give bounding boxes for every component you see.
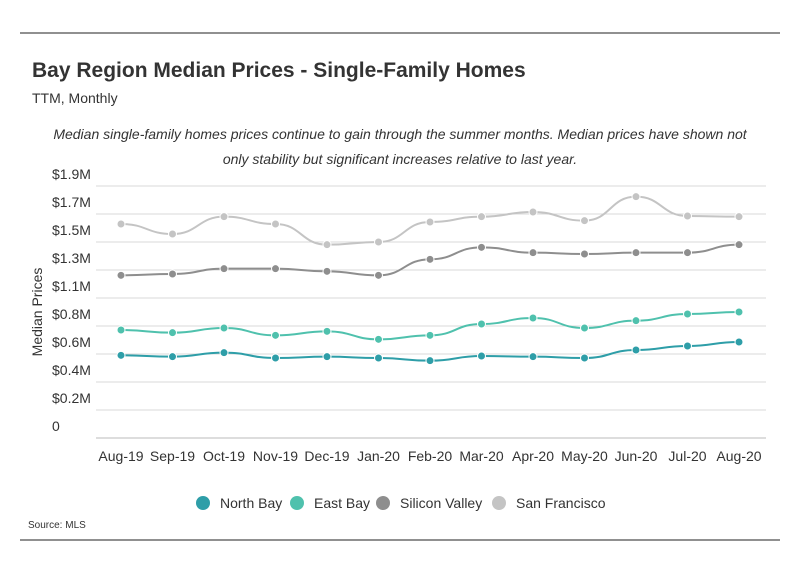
x-tick-label: Aug-19 bbox=[98, 448, 143, 464]
legend-marker bbox=[492, 496, 506, 510]
x-tick-label: Feb-20 bbox=[408, 448, 453, 464]
x-tick-label: Dec-19 bbox=[304, 448, 349, 464]
data-point bbox=[116, 219, 126, 229]
y-tick-label: 0 bbox=[52, 418, 60, 434]
data-point bbox=[734, 240, 744, 250]
x-tick-label: Aug-20 bbox=[716, 448, 761, 464]
data-point bbox=[116, 270, 126, 280]
y-tick-label: $1.5M bbox=[52, 222, 91, 238]
data-point bbox=[477, 212, 486, 222]
data-point bbox=[683, 248, 692, 258]
data-point bbox=[425, 356, 435, 366]
x-tick-label: Sep-19 bbox=[150, 448, 195, 464]
y-tick-label: $0.2M bbox=[52, 390, 91, 406]
data-point bbox=[219, 348, 229, 358]
x-tick-label: Jul-20 bbox=[668, 448, 706, 464]
data-point bbox=[322, 352, 332, 362]
data-point bbox=[425, 330, 435, 340]
y-tick-label: $0.8M bbox=[52, 306, 91, 322]
chart-title: Bay Region Median Prices - Single-Family… bbox=[32, 59, 526, 82]
data-point bbox=[580, 216, 589, 226]
legend-label: Silicon Valley bbox=[400, 495, 482, 511]
data-point bbox=[528, 207, 538, 217]
data-point bbox=[219, 323, 229, 333]
data-point bbox=[168, 229, 177, 239]
data-point bbox=[219, 264, 229, 274]
data-point bbox=[322, 326, 332, 336]
y-axis-label: Median Prices bbox=[29, 268, 45, 357]
data-point bbox=[374, 353, 383, 363]
data-point bbox=[168, 269, 177, 279]
data-point bbox=[477, 319, 486, 329]
data-point bbox=[528, 248, 538, 258]
data-point bbox=[734, 307, 744, 317]
y-tick-label: $0.6M bbox=[52, 334, 91, 350]
data-point bbox=[322, 266, 332, 276]
data-point bbox=[631, 248, 641, 258]
y-tick-label: $0.4M bbox=[52, 362, 91, 378]
x-tick-label: Nov-19 bbox=[253, 448, 298, 464]
data-point bbox=[271, 264, 280, 274]
data-point bbox=[168, 352, 177, 362]
x-tick-label: Mar-20 bbox=[459, 448, 504, 464]
source: Source: MLS bbox=[28, 520, 86, 531]
legend-label: East Bay bbox=[314, 495, 370, 511]
data-point bbox=[477, 242, 486, 252]
legend-marker bbox=[376, 496, 390, 510]
data-point bbox=[734, 212, 744, 222]
data-point bbox=[271, 353, 280, 363]
data-point bbox=[322, 240, 332, 250]
x-tick-label: Oct-19 bbox=[203, 448, 245, 464]
data-point bbox=[528, 313, 538, 323]
data-point bbox=[374, 237, 383, 247]
data-point bbox=[374, 270, 383, 280]
data-point bbox=[631, 316, 641, 326]
y-tick-label: $1.3M bbox=[52, 250, 91, 266]
data-point bbox=[116, 350, 126, 360]
data-point bbox=[271, 330, 280, 340]
data-point bbox=[683, 309, 692, 319]
data-point bbox=[477, 351, 486, 361]
x-tick-label: Apr-20 bbox=[512, 448, 554, 464]
legend-label: San Francisco bbox=[516, 495, 606, 511]
subtitle: TTM, Monthly bbox=[32, 90, 118, 106]
data-point bbox=[425, 217, 435, 227]
y-tick-label: $1.1M bbox=[52, 278, 91, 294]
y-tick-label: $1.9M bbox=[52, 166, 91, 182]
data-point bbox=[580, 249, 589, 259]
data-point bbox=[580, 353, 589, 363]
legend-marker bbox=[196, 496, 210, 510]
data-point bbox=[374, 334, 383, 344]
data-point bbox=[116, 325, 126, 335]
data-point bbox=[683, 211, 692, 221]
x-tick-label: Jun-20 bbox=[615, 448, 658, 464]
data-point bbox=[734, 337, 744, 347]
x-tick-label: May-20 bbox=[561, 448, 608, 464]
annotation: Median single-family homes prices contin… bbox=[53, 126, 747, 167]
data-point bbox=[631, 345, 641, 355]
data-point bbox=[528, 352, 538, 362]
data-point bbox=[168, 328, 177, 338]
legend-label: North Bay bbox=[220, 495, 282, 511]
data-point bbox=[580, 323, 589, 333]
data-point bbox=[683, 341, 692, 351]
data-point bbox=[219, 212, 229, 222]
y-tick-label: $1.7M bbox=[52, 194, 91, 210]
data-point bbox=[271, 219, 280, 229]
data-point bbox=[631, 192, 641, 202]
data-point bbox=[425, 254, 435, 264]
legend-marker bbox=[290, 496, 304, 510]
x-tick-label: Jan-20 bbox=[357, 448, 400, 464]
